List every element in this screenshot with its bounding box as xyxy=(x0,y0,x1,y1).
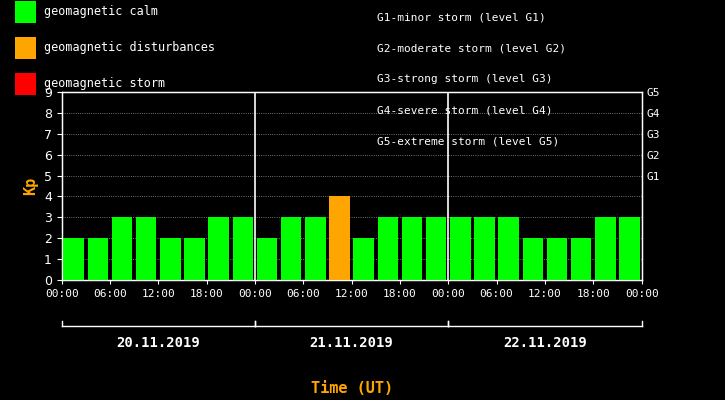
Bar xyxy=(523,238,543,280)
Bar xyxy=(208,217,229,280)
Text: Time (UT): Time (UT) xyxy=(310,381,393,396)
Bar xyxy=(378,217,398,280)
Bar xyxy=(136,217,157,280)
Bar xyxy=(88,238,108,280)
Bar xyxy=(184,238,204,280)
Bar xyxy=(571,238,592,280)
Bar xyxy=(426,217,447,280)
Bar xyxy=(305,217,326,280)
Bar xyxy=(353,238,374,280)
Bar xyxy=(112,217,132,280)
Bar xyxy=(64,238,84,280)
Bar xyxy=(474,217,494,280)
Text: 22.11.2019: 22.11.2019 xyxy=(503,336,587,350)
Text: G4-severe storm (level G4): G4-severe storm (level G4) xyxy=(377,106,552,116)
Bar xyxy=(619,217,639,280)
Text: 20.11.2019: 20.11.2019 xyxy=(117,336,200,350)
Text: G1-minor storm (level G1): G1-minor storm (level G1) xyxy=(377,12,546,22)
Text: geomagnetic disturbances: geomagnetic disturbances xyxy=(44,42,215,54)
Bar xyxy=(402,217,422,280)
Text: G3-strong storm (level G3): G3-strong storm (level G3) xyxy=(377,74,552,84)
Bar xyxy=(233,217,253,280)
Bar xyxy=(498,217,519,280)
Bar xyxy=(329,196,349,280)
Text: G2-moderate storm (level G2): G2-moderate storm (level G2) xyxy=(377,43,566,53)
Bar xyxy=(281,217,302,280)
Bar xyxy=(450,217,471,280)
Text: geomagnetic calm: geomagnetic calm xyxy=(44,6,157,18)
Bar xyxy=(160,238,181,280)
Text: 21.11.2019: 21.11.2019 xyxy=(310,336,394,350)
Bar xyxy=(547,238,567,280)
Text: geomagnetic storm: geomagnetic storm xyxy=(44,78,165,90)
Y-axis label: Kp: Kp xyxy=(23,177,38,195)
Bar xyxy=(257,238,277,280)
Bar xyxy=(595,217,616,280)
Text: G5-extreme storm (level G5): G5-extreme storm (level G5) xyxy=(377,137,559,147)
